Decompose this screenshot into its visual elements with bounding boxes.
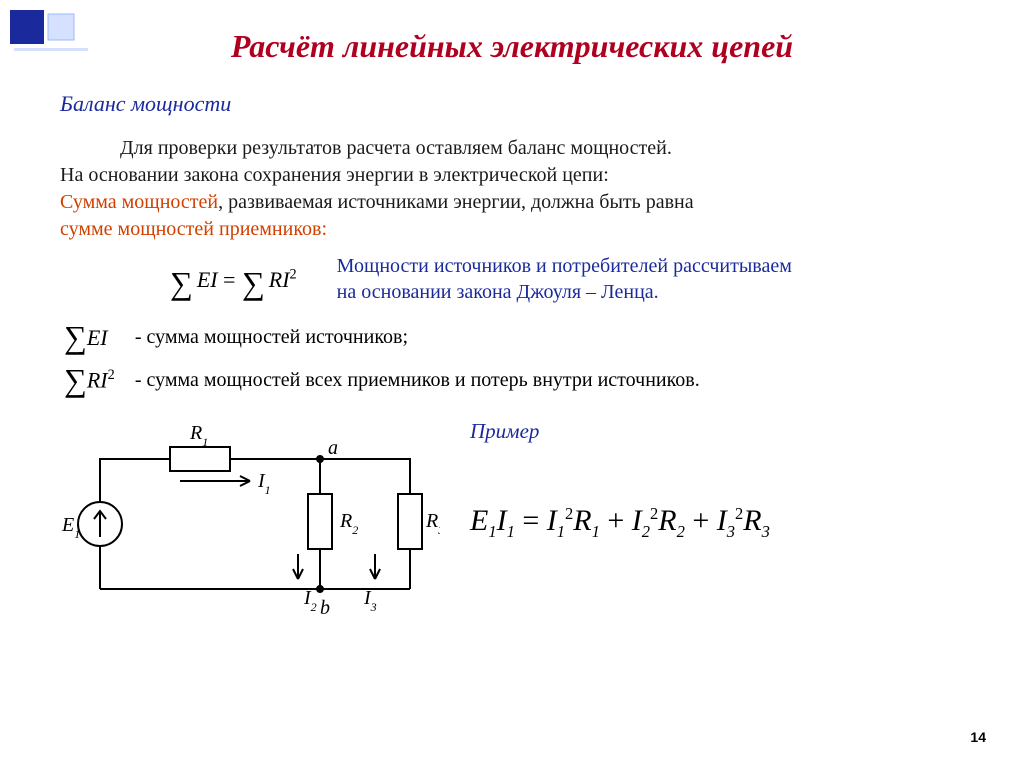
para-line1: Для проверки результатов расчета оставля…	[120, 137, 672, 159]
label-b: b	[320, 597, 330, 619]
page-number: 14	[970, 729, 986, 745]
label-i2: I2	[303, 587, 317, 614]
label-a: a	[328, 437, 338, 459]
accent-a: Сумма мощностей	[60, 191, 218, 213]
def1-formula: EI	[87, 325, 135, 351]
def1-text: - сумма мощностей источников;	[135, 326, 408, 349]
main-formula-lhs: EI	[197, 267, 218, 292]
body-paragraph: Для проверки результатов расчета оставля…	[60, 135, 964, 243]
accent-b: сумме мощностей приемников:	[60, 218, 327, 240]
circuit-diagram: R1 E1 R2 R3 I1 I2 I3 a b	[60, 419, 440, 639]
example-label: Пример	[470, 419, 770, 444]
label-r2: R2	[339, 510, 358, 537]
main-formula-rhs-sup: 2	[290, 267, 297, 283]
corner-decoration	[0, 0, 100, 56]
subtitle: Баланс мощности	[60, 91, 1024, 117]
side-note: Мощности источников и потребителей рассч…	[337, 253, 797, 305]
label-i1: I1	[257, 470, 271, 497]
example-equation: E1I1 = I12R1 + I22R2 + I32R3	[470, 504, 770, 542]
main-formula: ∑ EI = ∑ RI2	[170, 265, 297, 302]
main-formula-rhs: RI	[269, 267, 290, 292]
def2-sup: 2	[108, 367, 115, 383]
label-r1: R1	[189, 422, 208, 449]
label-r3: R3	[425, 510, 440, 537]
label-e1: E1	[61, 514, 80, 541]
def2-text: - сумма мощностей всех приемников и поте…	[135, 369, 700, 392]
para-line2: На основании закона сохранения энергии в…	[60, 164, 609, 186]
label-i3: I3	[363, 587, 377, 614]
formula-definitions: ∑ EI - сумма мощностей источников; ∑ RI2…	[64, 319, 1024, 399]
page-title: Расчёт линейных электрических цепей	[0, 0, 1024, 65]
def2-formula: RI	[87, 368, 108, 393]
para-mid: , развиваемая источниками энергии, должн…	[218, 191, 694, 213]
